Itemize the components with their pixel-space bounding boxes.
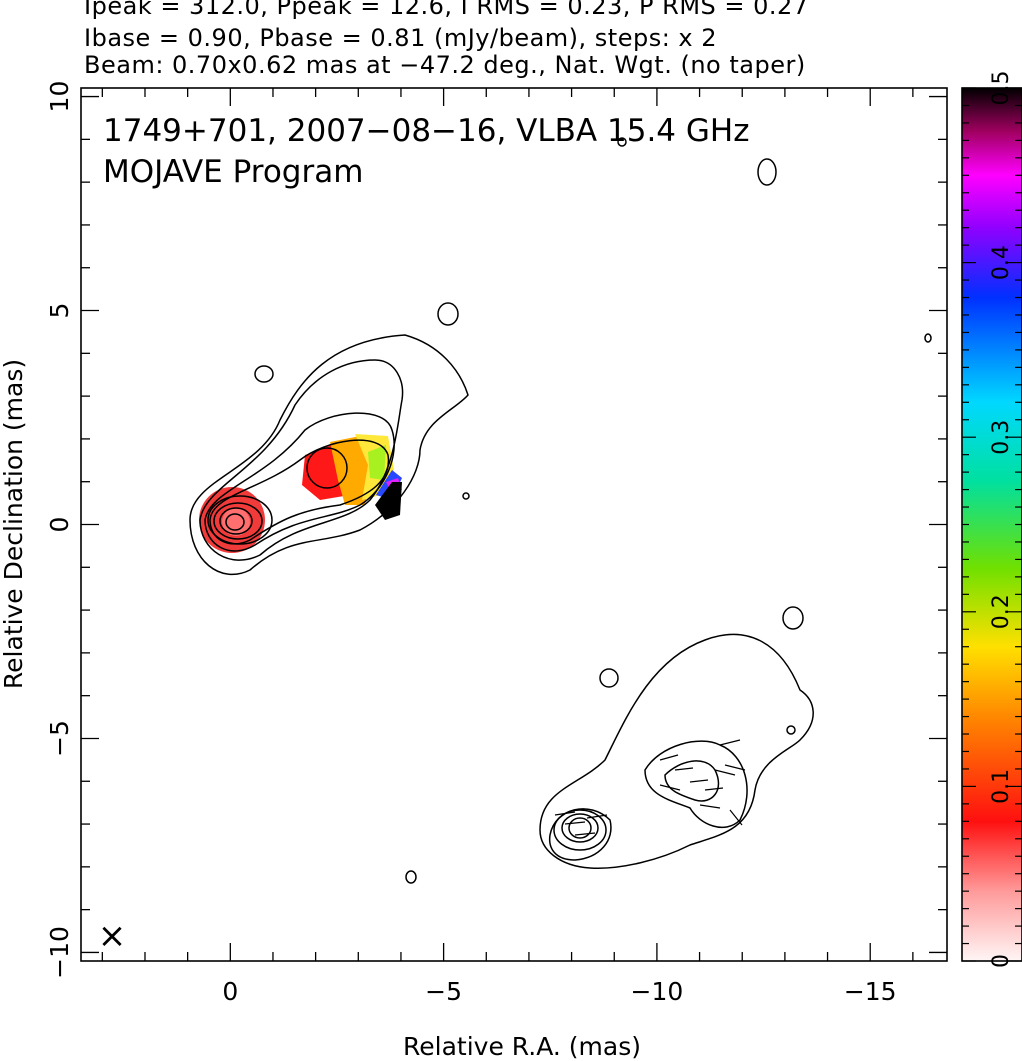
contour-blob-10 [786, 725, 796, 735]
beam-marker: × [98, 916, 127, 956]
jet-polarization-black [375, 482, 402, 520]
jet-polarization-green [368, 445, 386, 480]
colorbar-tick-label: 0.5 [989, 71, 1014, 106]
y-tick-label: −5 [45, 720, 74, 757]
colorbar-tick-label: 0.2 [989, 594, 1014, 629]
axis-tick-labels: 0 −5 −10 −15 −10 −5 0 5 10 [45, 81, 897, 1006]
contour-southwest-4 [561, 813, 599, 843]
contour-blob-5 [757, 158, 777, 186]
contour-4 [209, 439, 390, 545]
contour-southwest-knot-inner [664, 760, 720, 802]
contour-2 [199, 359, 404, 561]
contour-blob-1 [254, 365, 274, 383]
contour-southwest-knot [644, 740, 748, 829]
y-axis-label: Relative Declination (mas) [0, 359, 28, 689]
contour-blob-6 [617, 137, 627, 147]
y-tick-label: −10 [45, 926, 74, 979]
contour-blob-8 [462, 492, 470, 500]
contour-blob-9 [924, 333, 932, 343]
contour-blob-7 [405, 870, 417, 884]
contour-southwest-outer [539, 633, 814, 870]
header-line-base: Ibase = 0.90, Pbase = 0.81 (mJy/beam), s… [84, 24, 718, 52]
contour-8 [225, 513, 245, 531]
plot-title: 1749+701, 2007−08−16, VLBA 15.4 GHz [103, 113, 749, 149]
contour-southwest-3 [553, 809, 607, 851]
contour-knot [306, 447, 348, 489]
y-tick-label: 0 [45, 517, 74, 533]
polarization-colormap [199, 434, 402, 553]
x-tick-label: −5 [425, 977, 462, 1006]
colorbar-tick-label: 0.4 [989, 245, 1014, 280]
contour-5 [207, 495, 273, 545]
y-tick-label: 10 [45, 81, 74, 113]
evpa-vectors [554, 739, 746, 836]
contour-6 [213, 502, 263, 540]
x-tick-label: −15 [844, 977, 897, 1006]
core-polarization-center [222, 508, 250, 536]
x-axis-label: Relative R.A. (mas) [403, 1032, 641, 1061]
contour-blob-4 [782, 606, 804, 630]
plot-subtitle: MOJAVE Program [103, 154, 363, 190]
contour-southwest-5 [568, 817, 592, 839]
header-line-beam: Beam: 0.70x0.62 mas at −47.2 deg., Nat. … [84, 51, 806, 79]
colorbar-ticks [962, 87, 1022, 962]
contour-blob-2 [437, 302, 459, 326]
y-tick-label: 5 [45, 303, 74, 319]
contour-outer [189, 334, 469, 576]
colorbar-tick-label: 0.3 [989, 420, 1014, 455]
colorbar-tick-labels: 0 0.1 0.2 0.3 0.4 0.5 [989, 71, 1014, 969]
colorbar-tick-label: 0.1 [989, 769, 1014, 804]
x-tick-label: 0 [222, 977, 238, 1006]
contour-blob-3 [599, 668, 619, 688]
contour-7 [219, 507, 253, 535]
axis-ticks [81, 88, 947, 961]
colorbar-tick-label: 0 [989, 954, 1014, 968]
contour-3 [204, 412, 395, 552]
intensity-contours [189, 137, 932, 884]
colorbar [961, 87, 1022, 962]
x-tick-label: −10 [631, 977, 684, 1006]
header-line-peaks: Ipeak = 312.0, Ppeak = 12.6, I RMS = 0.2… [84, 0, 809, 20]
